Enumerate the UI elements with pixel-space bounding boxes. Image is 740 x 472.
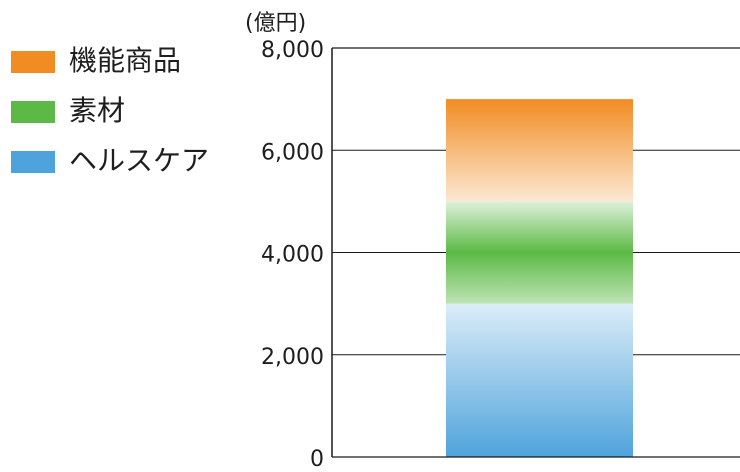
tick-labels: 0 2,000 4,000 6,000 8,000(億円) <box>245 11 324 472</box>
y-tick-label-3: 6,000 <box>261 140 324 165</box>
legend-label-materials: 素材 <box>69 94 126 127</box>
chart-legend: 機能商品 素材 ヘルスケア <box>11 44 231 197</box>
bar-group <box>446 99 633 457</box>
legend-label-functional-products: 機能商品 <box>69 44 182 77</box>
legend-item-functional-products: 機能商品 <box>11 44 231 97</box>
y-tick-label-1: 2,000 <box>261 345 324 370</box>
legend-swatch-functional-products <box>11 51 55 73</box>
y-tick-label-4: 8,000 <box>261 38 324 63</box>
axes <box>331 47 740 458</box>
bar-segment-materials <box>446 201 633 304</box>
y-tick-label-2: 4,000 <box>261 243 324 268</box>
bar-segment-healthcare <box>446 303 633 457</box>
bar-segment-functional-products <box>446 99 633 202</box>
legend-item-materials: 素材 <box>11 94 231 147</box>
y-tick-label-0: 0 <box>310 447 324 472</box>
legend-swatch-materials <box>11 101 55 123</box>
legend-swatch-healthcare <box>11 151 55 173</box>
y-unit-label: (億円) <box>245 11 306 36</box>
legend-label-healthcare: ヘルスケア <box>69 144 210 177</box>
legend-item-healthcare: ヘルスケア <box>11 144 231 197</box>
